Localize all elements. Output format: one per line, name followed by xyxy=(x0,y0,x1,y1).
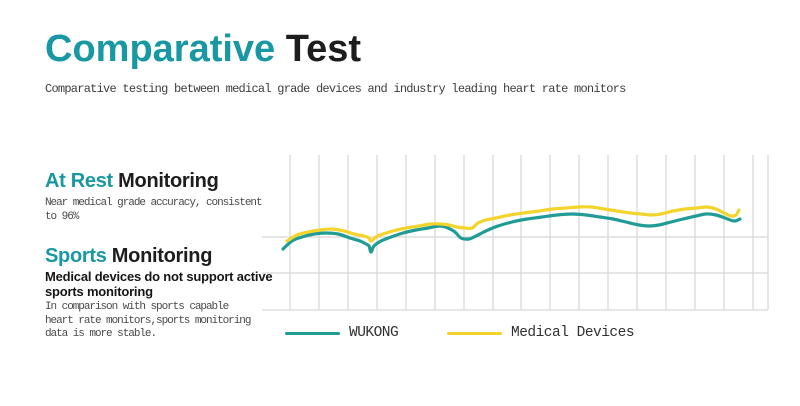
legend-item-medical-devices: Medical Devices xyxy=(447,325,635,341)
medical-devices-legend-label: Medical Devices xyxy=(511,325,635,341)
legend-item-wukong: WUKONG xyxy=(285,325,399,341)
wukong-legend-label: WUKONG xyxy=(349,325,399,341)
medical-devices-line-swatch xyxy=(447,331,502,335)
page-subtitle: Comparative testing between medical grad… xyxy=(45,82,626,96)
chart-series-lines xyxy=(281,205,742,254)
at-rest-heading: At Rest Monitoring xyxy=(45,170,219,193)
page-title-rest: Test xyxy=(275,28,362,70)
page-title: Comparative Test xyxy=(45,28,361,70)
at-rest-body: Near medical grade accuracy, consistent … xyxy=(45,197,263,223)
sports-heading-accent: Sports xyxy=(45,245,107,267)
series-line-medical-devices xyxy=(285,205,741,243)
wukong-line-swatch xyxy=(285,331,340,335)
at-rest-heading-rest: Monitoring xyxy=(112,170,219,192)
sports-heading: Sports Monitoring xyxy=(45,245,212,268)
sports-subheading: Medical devices do not support active sp… xyxy=(45,269,273,299)
sports-heading-rest: Monitoring xyxy=(106,245,213,267)
at-rest-heading-accent: At Rest xyxy=(45,170,113,192)
series-line-wukong xyxy=(281,212,742,254)
page-title-accent: Comparative xyxy=(45,28,276,70)
sports-body: In comparison with sports capable heart … xyxy=(45,301,251,340)
